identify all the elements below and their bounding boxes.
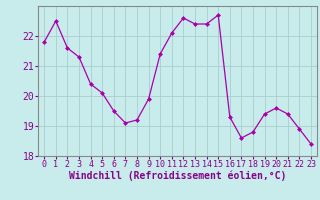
X-axis label: Windchill (Refroidissement éolien,°C): Windchill (Refroidissement éolien,°C) [69,171,286,181]
